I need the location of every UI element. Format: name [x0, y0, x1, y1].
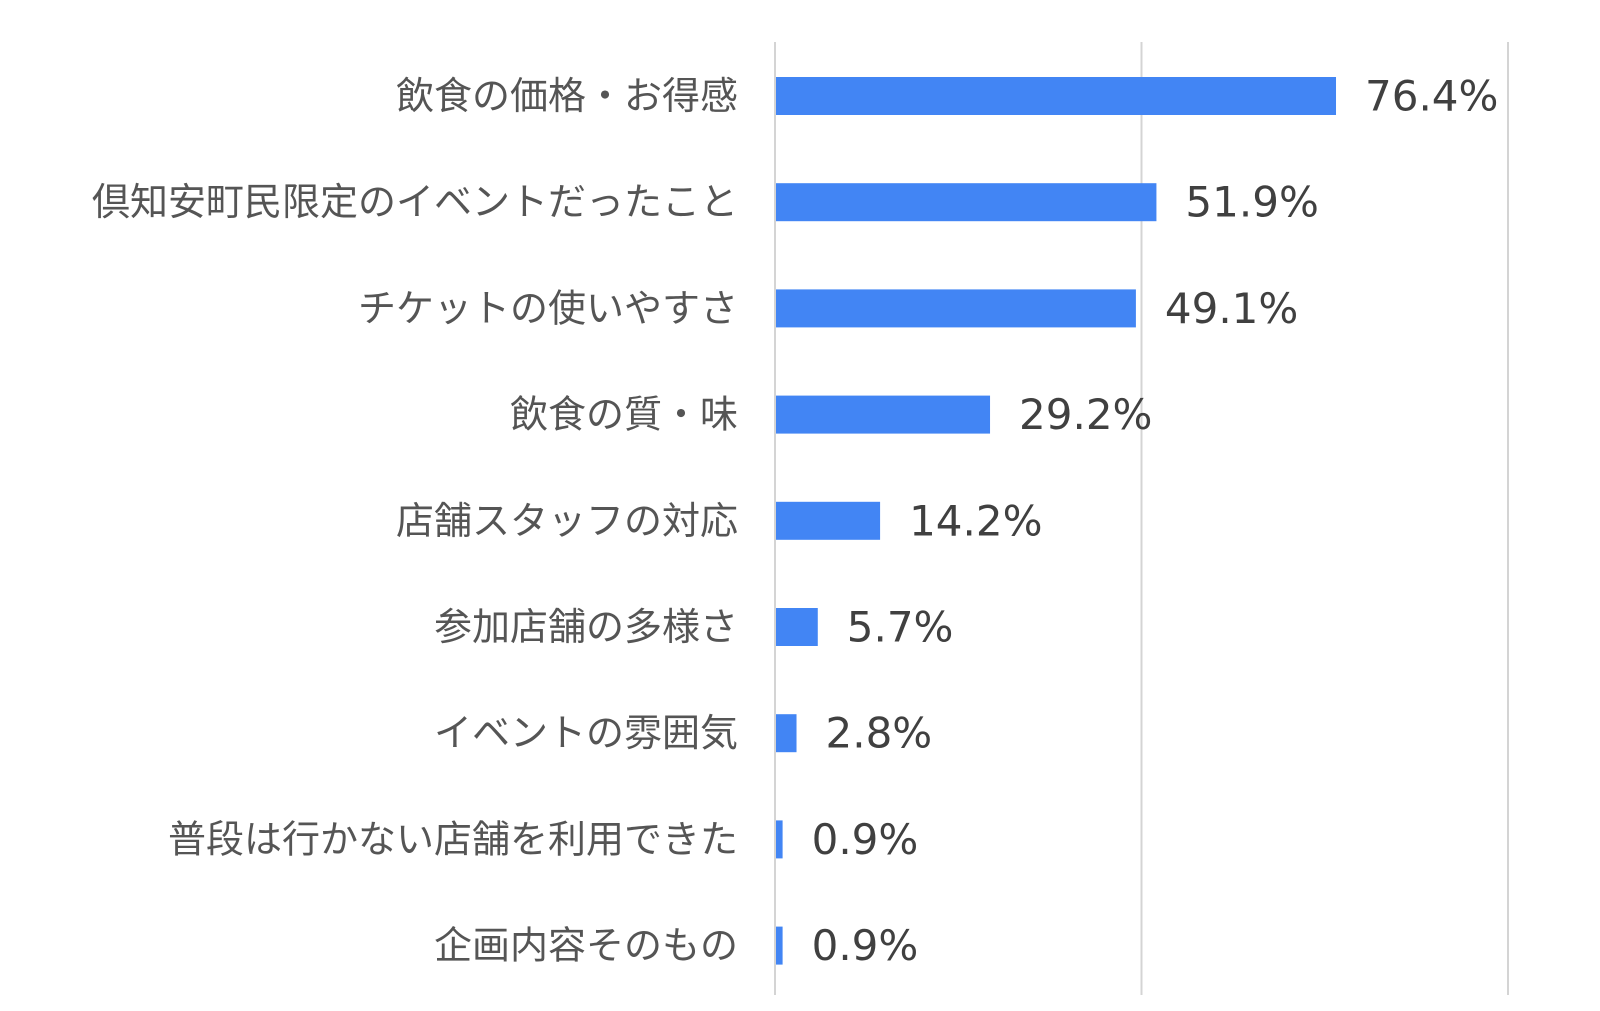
value-label-5: 14.2% — [909, 496, 1042, 545]
bar-4 — [776, 395, 991, 434]
bars — [776, 77, 1337, 965]
value-label-8: 0.9% — [812, 815, 919, 864]
category-label-2: 倶知安町民限定のイベントだったこと — [92, 180, 738, 224]
category-label-5: 店舗スタッフの対応 — [396, 499, 738, 543]
value-label-6: 5.7% — [847, 603, 954, 652]
bar-9 — [776, 926, 783, 965]
bar-3 — [776, 289, 1136, 328]
bar-8 — [776, 820, 783, 859]
value-label-4: 29.2% — [1019, 390, 1152, 439]
value-label-1: 76.4% — [1365, 72, 1498, 121]
bar-6 — [776, 608, 818, 646]
category-label-9: 企画内容そのもの — [434, 924, 738, 968]
category-label-6: 参加店舗の多様さ — [434, 605, 738, 649]
value-labels: 76.4% 51.9% 49.1% 29.2% 14.2% 5.7% 2.8% 0.9% 0.9… — [812, 72, 1499, 971]
category-label-7: イベントの雰囲気 — [434, 711, 738, 755]
bar-2 — [776, 183, 1157, 222]
category-label-3: チケットの使いやすさ — [358, 286, 738, 330]
value-label-3: 49.1% — [1165, 284, 1298, 333]
bar-5 — [776, 501, 881, 540]
category-labels: 飲食の価格・お得感倶知安町民限定のイベントだったことチケットの使いやすさ飲食の質… — [92, 74, 738, 968]
value-label-2: 51.9% — [1185, 178, 1318, 227]
value-label-9: 0.9% — [812, 921, 919, 970]
category-label-4: 飲食の質・味 — [510, 393, 738, 437]
category-label-8: 普段は行かない店舗を利用できた — [168, 817, 738, 861]
category-label-1: 飲食の価格・お得感 — [396, 74, 738, 118]
value-label-7: 2.8% — [826, 709, 933, 758]
bar-7 — [776, 714, 797, 753]
bar-1 — [776, 77, 1337, 115]
